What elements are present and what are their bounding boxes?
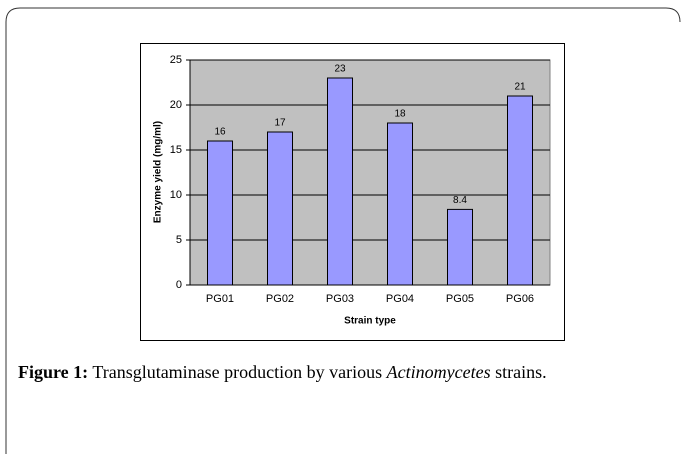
y-tick-label: 5 bbox=[176, 234, 182, 246]
caption-label: Figure 1: bbox=[18, 362, 89, 382]
caption-text: strains. bbox=[495, 362, 547, 382]
data-label: 23 bbox=[334, 64, 346, 75]
data-label: 16 bbox=[214, 127, 226, 138]
bar bbox=[327, 77, 353, 286]
data-label: 18 bbox=[394, 109, 406, 120]
y-tick-label: 10 bbox=[170, 189, 182, 201]
x-tick-label: PG02 bbox=[266, 293, 294, 305]
bar bbox=[207, 140, 233, 286]
data-label: 8.4 bbox=[453, 195, 467, 206]
x-tick-label: PG03 bbox=[326, 293, 354, 305]
plot-area bbox=[189, 59, 551, 286]
bar bbox=[267, 131, 293, 286]
x-tick-label: PG04 bbox=[386, 293, 414, 305]
y-axis-label: Enzyme yield (mg/ml) bbox=[153, 121, 164, 223]
caption: Figure 1: Transglutaminase production by… bbox=[18, 359, 658, 386]
figure-frame bbox=[5, 7, 681, 454]
caption-text: Transglutaminase production by various bbox=[92, 362, 383, 382]
bar bbox=[507, 95, 533, 286]
data-label: 17 bbox=[274, 118, 286, 129]
y-tick-label: 20 bbox=[170, 99, 182, 111]
y-tick-label: 0 bbox=[176, 279, 182, 291]
bar bbox=[387, 122, 413, 286]
x-tick-label: PG01 bbox=[206, 293, 234, 305]
x-tick-label: PG06 bbox=[506, 293, 534, 305]
y-tick-label: 25 bbox=[170, 54, 182, 66]
data-label: 21 bbox=[514, 82, 526, 93]
x-axis-label: Strain type bbox=[344, 316, 396, 327]
caption-italic: Actinomycetes bbox=[386, 362, 491, 382]
bar bbox=[447, 208, 473, 286]
y-tick-label: 15 bbox=[170, 144, 182, 156]
x-tick-label: PG05 bbox=[446, 293, 474, 305]
